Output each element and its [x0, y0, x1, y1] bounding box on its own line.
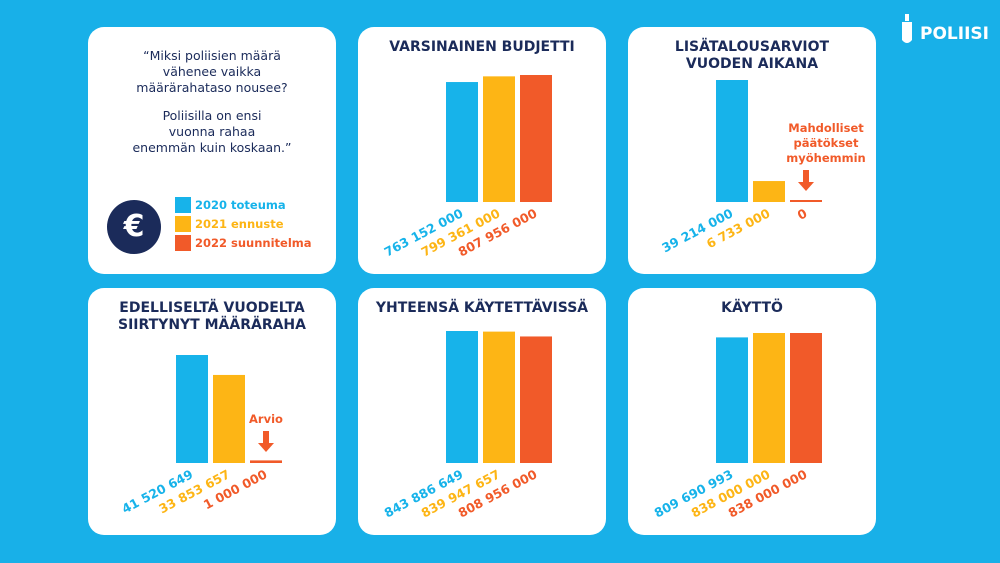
bar [446, 331, 478, 463]
logo-badge [902, 14, 912, 43]
bar [716, 337, 748, 463]
quote-line: “Miksi poliisien määrä [143, 48, 281, 63]
bar [483, 76, 515, 202]
chart-title: EDELLISELTÄ VUODELTA SIIRTYNYT MÄÄRÄRAHA [117, 300, 306, 333]
quote-line: enemmän kuin koskaan.” [132, 140, 292, 155]
chart-title: VARSINAINEN BUDJETTI [389, 39, 575, 55]
legend-swatch [175, 235, 191, 251]
bar [790, 200, 822, 202]
bar [790, 333, 822, 463]
arrow-head [798, 182, 814, 191]
bar [716, 80, 748, 202]
bar [250, 460, 282, 463]
bar [520, 75, 552, 202]
arrow-shaft [263, 431, 269, 443]
bar [213, 374, 245, 463]
card [628, 27, 876, 274]
bar [520, 336, 552, 463]
legend-swatch [175, 216, 191, 232]
annotation: Arvio [249, 412, 283, 426]
chart-title: KÄYTTÖ [721, 300, 783, 316]
legend-swatch [175, 197, 191, 213]
chart-title: YHTEENSÄ KÄYTETTÄVISSÄ [375, 300, 589, 316]
euro-circle [107, 200, 161, 254]
legend-label: 2020 toteuma [195, 198, 286, 212]
bar [753, 181, 785, 202]
quote-line: Poliisilla on ensi [162, 108, 262, 123]
arrow-head [258, 443, 274, 452]
bar [176, 355, 208, 463]
quote-line: vuonna rahaa [168, 124, 256, 139]
annotation: Mahdolliset päätökset myöhemmin [786, 121, 866, 165]
arrow-shaft [803, 170, 809, 182]
legend-label: 2021 ennuste [195, 217, 284, 231]
bar [446, 82, 478, 202]
card [88, 288, 336, 535]
logo: POLIISI [920, 24, 989, 44]
bar [483, 331, 515, 463]
chart-title: LISÄTALOUSARVIOT VUODEN AIKANA [674, 39, 830, 72]
bar [753, 333, 785, 463]
quote-line: määrärahataso nousee? [136, 80, 288, 95]
euro-icon: € [123, 209, 145, 244]
legend-label: 2022 suunnitelma [195, 236, 312, 250]
quote-line: vähenee vaikka [162, 64, 262, 79]
